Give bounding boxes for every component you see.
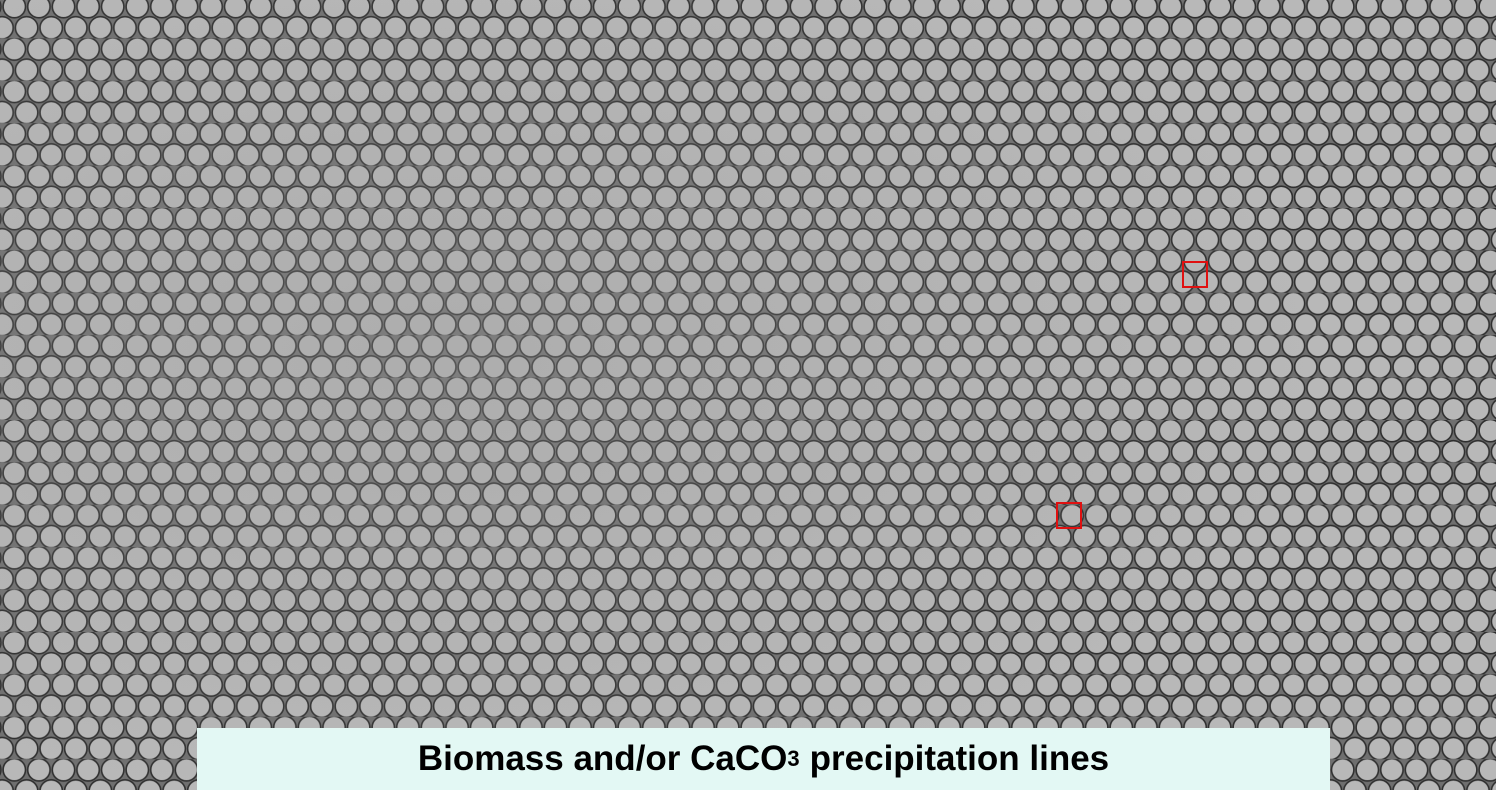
page: Biomass and/or CaCO3precipitation lines … [0,0,1496,790]
caption-text: Biomass and/or CaCO [418,739,788,779]
caption-subscript: 3 [787,746,799,772]
micrograph [0,0,1496,790]
shading [0,0,1496,790]
caption-text: precipitation lines [810,739,1110,779]
